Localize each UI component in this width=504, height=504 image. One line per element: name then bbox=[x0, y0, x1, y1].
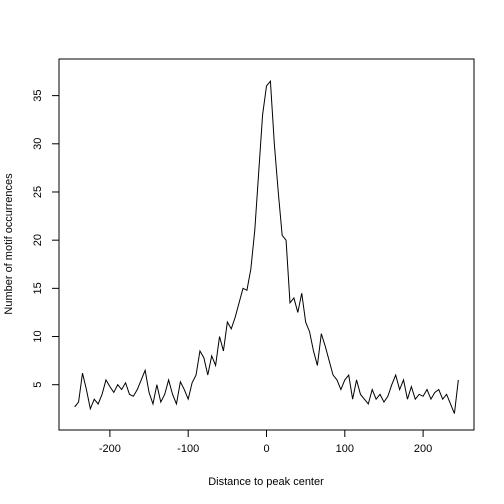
y-tick-label: 5 bbox=[32, 382, 44, 388]
line bbox=[74, 79, 459, 414]
y-tick-label: 15 bbox=[32, 282, 44, 294]
y-tick-label: 35 bbox=[32, 89, 44, 101]
x-tick-label: 100 bbox=[336, 443, 354, 455]
x-axis-label: Distance to peak center bbox=[208, 476, 324, 488]
y-tick-label: 10 bbox=[32, 330, 44, 342]
x-tick-label: 0 bbox=[263, 443, 269, 455]
x-tick-label: 200 bbox=[414, 443, 432, 455]
y-tick-label: 30 bbox=[32, 138, 44, 150]
y-tick-label: 25 bbox=[32, 186, 44, 198]
x-tick-label: -200 bbox=[99, 443, 121, 455]
y-tick-label: 20 bbox=[32, 234, 44, 246]
x-tick-label: -100 bbox=[177, 443, 199, 455]
plot-box bbox=[58, 58, 475, 431]
y-axis-label: Number of motif occurrences bbox=[3, 173, 15, 315]
